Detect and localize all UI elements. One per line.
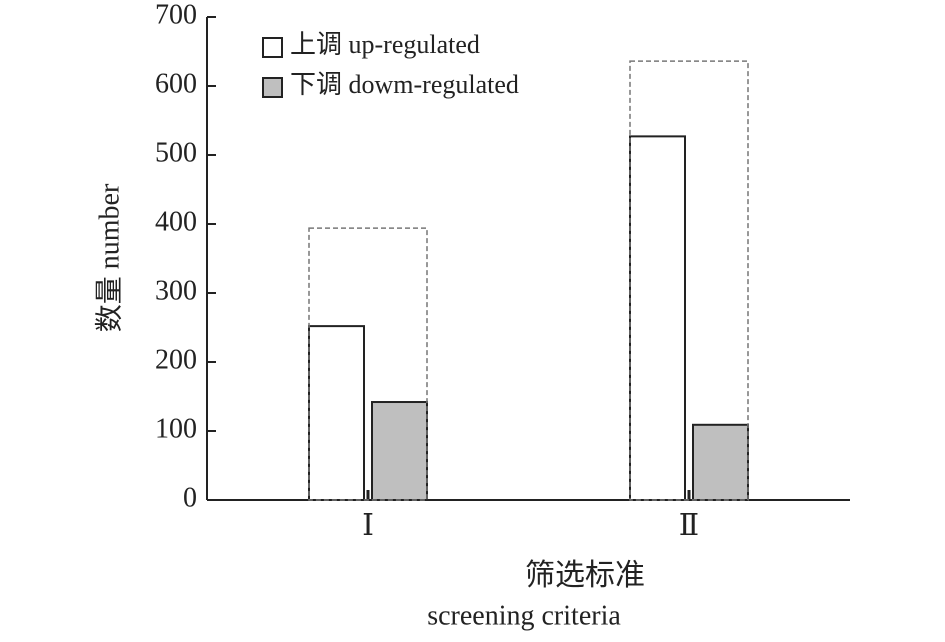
- bar: [692, 423, 749, 502]
- y-axis-label: 数量 number: [93, 183, 125, 332]
- y-tick-label: 400: [155, 206, 197, 237]
- legend-swatch: [262, 37, 283, 58]
- bar: [308, 325, 365, 501]
- x-axis-label: screening criteria: [427, 600, 621, 631]
- x-tick-label: Ⅰ: [362, 509, 374, 542]
- y-tick-label: 100: [155, 413, 197, 444]
- legend-swatch: [262, 77, 283, 98]
- legend-label: 上调 up-regulated: [290, 30, 480, 59]
- x-axis-label: 筛选标准: [525, 559, 645, 592]
- y-tick-label: 600: [155, 68, 197, 99]
- y-tick-label: 0: [183, 482, 197, 513]
- y-tick-label: 300: [155, 275, 197, 306]
- legend-label: 下调 dowm-regulated: [290, 70, 519, 99]
- y-tick-label: 700: [155, 0, 197, 30]
- bar: [371, 401, 428, 501]
- x-tick-label: Ⅱ: [679, 509, 699, 542]
- total-outline: [308, 227, 428, 501]
- bar: [629, 135, 686, 501]
- y-tick-label: 200: [155, 344, 197, 375]
- total-outline: [629, 60, 749, 501]
- y-tick-label: 500: [155, 137, 197, 168]
